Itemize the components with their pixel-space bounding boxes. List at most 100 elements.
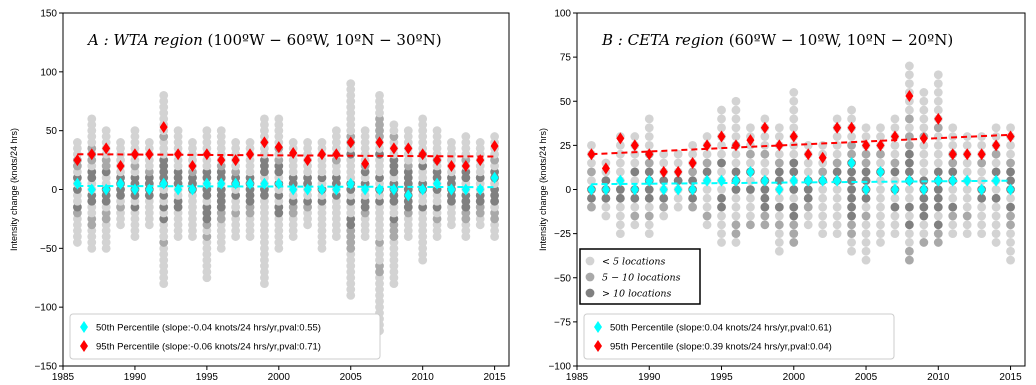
data-point bbox=[717, 149, 726, 159]
data-point bbox=[904, 220, 914, 230]
percentile-95-marker bbox=[833, 121, 842, 134]
percentile-95-marker bbox=[231, 154, 240, 167]
data-point bbox=[861, 211, 871, 221]
data-point bbox=[876, 185, 885, 194]
data-point bbox=[948, 220, 958, 230]
data-point bbox=[847, 238, 856, 247]
data-point bbox=[919, 238, 929, 247]
data-point bbox=[746, 185, 755, 194]
data-point bbox=[260, 114, 269, 124]
data-point bbox=[890, 193, 900, 203]
percentile-95-marker bbox=[361, 157, 370, 170]
data-point bbox=[774, 211, 784, 221]
data-point bbox=[1006, 220, 1015, 230]
data-point bbox=[659, 193, 669, 203]
data-point bbox=[702, 193, 712, 203]
data-point bbox=[587, 158, 596, 168]
data-point bbox=[847, 220, 856, 230]
data-point bbox=[803, 167, 813, 177]
data-point bbox=[1006, 158, 1015, 168]
percentile-50-marker bbox=[804, 174, 813, 187]
data-point bbox=[731, 167, 741, 177]
data-point bbox=[991, 123, 1001, 133]
data-point bbox=[933, 88, 943, 97]
data-point bbox=[832, 158, 842, 168]
data-point bbox=[601, 202, 611, 212]
percentile-50-marker bbox=[717, 174, 726, 187]
data-point bbox=[717, 185, 726, 194]
data-point bbox=[717, 238, 726, 247]
x-tick-label: 2015 bbox=[999, 372, 1022, 383]
data-point bbox=[644, 220, 654, 230]
data-point bbox=[803, 211, 813, 221]
data-point bbox=[630, 211, 640, 221]
data-point bbox=[832, 114, 842, 124]
percentile-50-marker bbox=[188, 183, 197, 196]
data-point bbox=[216, 126, 226, 136]
data-point bbox=[818, 220, 828, 230]
y-tick-label: 75 bbox=[560, 53, 572, 64]
data-point bbox=[861, 149, 871, 159]
data-point bbox=[731, 220, 741, 230]
data-point bbox=[789, 96, 799, 106]
data-point bbox=[188, 138, 197, 147]
data-point bbox=[760, 167, 770, 177]
percentile-95-marker bbox=[346, 136, 355, 149]
data-point bbox=[847, 149, 856, 159]
data-point bbox=[746, 158, 755, 168]
y-tick-label: 25 bbox=[560, 141, 572, 152]
data-point bbox=[904, 202, 914, 212]
percentile-95-marker bbox=[948, 148, 957, 161]
data-point bbox=[832, 220, 842, 230]
x-tick-label: 1995 bbox=[710, 372, 733, 383]
data-point bbox=[245, 138, 255, 147]
data-point bbox=[904, 167, 914, 177]
percentile-50-marker bbox=[87, 183, 96, 196]
percentile-50-marker bbox=[159, 177, 168, 190]
data-point bbox=[818, 193, 828, 203]
percentile-50-marker bbox=[73, 177, 82, 190]
percentile-50-marker bbox=[919, 183, 928, 196]
data-point bbox=[774, 246, 784, 256]
data-point bbox=[962, 185, 972, 194]
data-point bbox=[702, 202, 712, 212]
data-point bbox=[644, 202, 654, 212]
trend-line-95th bbox=[77, 153, 495, 158]
percentile-50-marker bbox=[130, 183, 139, 196]
data-point bbox=[919, 123, 929, 133]
data-point bbox=[962, 167, 972, 177]
data-point bbox=[760, 193, 770, 203]
percentile-95-marker bbox=[775, 139, 784, 152]
data-point bbox=[173, 126, 183, 136]
y-tick-label: 150 bbox=[40, 9, 57, 20]
percentile-95-marker bbox=[862, 139, 871, 152]
percentile-50-marker bbox=[645, 174, 654, 187]
legend-entry: 50th Percentile (slope:0.04 knots/24 hrs… bbox=[610, 323, 832, 334]
data-point bbox=[847, 193, 856, 203]
data-point bbox=[962, 211, 972, 221]
data-point bbox=[789, 193, 799, 203]
data-point bbox=[789, 105, 799, 115]
data-point bbox=[818, 202, 828, 212]
percentile-50-marker bbox=[289, 183, 298, 196]
data-point bbox=[630, 202, 640, 212]
data-point bbox=[876, 176, 885, 186]
x-tick-label: 1985 bbox=[566, 372, 589, 383]
percentile-50-marker bbox=[746, 165, 755, 178]
data-point bbox=[490, 132, 500, 141]
data-point bbox=[760, 158, 770, 168]
data-point bbox=[933, 229, 943, 239]
data-point bbox=[717, 229, 726, 239]
x-tick-label: 1990 bbox=[638, 372, 661, 383]
data-point bbox=[861, 255, 871, 265]
data-point bbox=[702, 220, 712, 230]
data-point bbox=[962, 202, 972, 212]
percentile-95-marker bbox=[890, 130, 899, 143]
y-tick-label: −25 bbox=[554, 229, 571, 240]
data-point bbox=[789, 158, 799, 168]
data-point bbox=[861, 220, 871, 230]
percentile-50-marker bbox=[818, 174, 827, 187]
percentile-95-marker bbox=[490, 139, 499, 152]
data-point bbox=[876, 193, 885, 203]
y-tick-label: −50 bbox=[40, 244, 57, 255]
